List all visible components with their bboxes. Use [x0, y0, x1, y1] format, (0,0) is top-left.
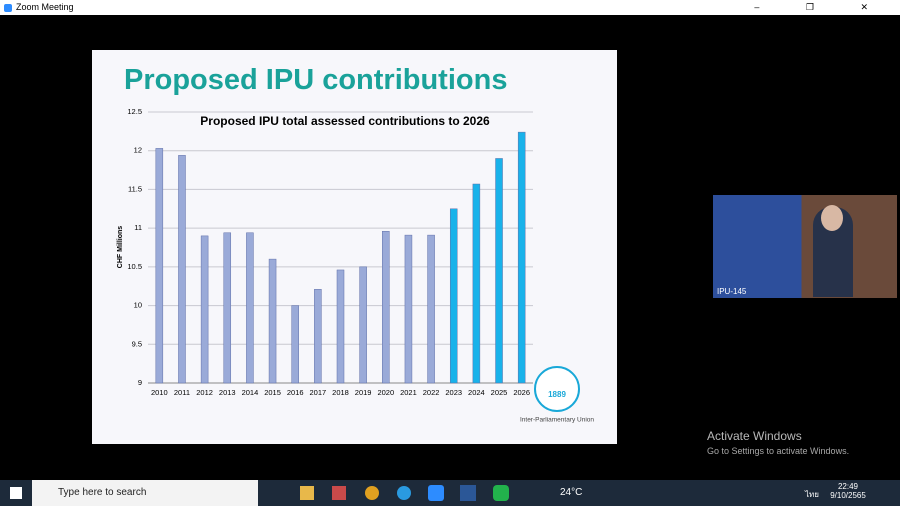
bar [223, 232, 232, 384]
window-title: Zoom Meeting [16, 2, 74, 12]
bar [495, 158, 503, 384]
date: 9/10/2565 [830, 491, 866, 500]
y-tick-label: 11.5 [128, 184, 142, 193]
bar [472, 183, 481, 384]
app-icon[interactable] [332, 486, 346, 500]
participant-name: IPU-145 [717, 287, 747, 296]
logo [534, 366, 580, 412]
x-tick-label: 2015 [264, 388, 281, 397]
bar [404, 234, 413, 384]
bar [200, 235, 209, 384]
y-tick-label: 12.5 [127, 107, 142, 116]
x-tick-label: 2010 [151, 388, 168, 397]
start-button[interactable] [10, 487, 22, 499]
chart-title: Proposed IPU total assessed contribution… [200, 114, 490, 128]
y-tick-label: 10.5 [127, 262, 142, 271]
watermark-title: Activate Windows [707, 429, 802, 443]
search-placeholder: Type here to search [58, 487, 147, 498]
bar [178, 155, 186, 384]
x-tick-label: 2013 [219, 388, 236, 397]
search-box[interactable]: Type here to search [32, 480, 258, 506]
x-tick-label: 2023 [445, 388, 462, 397]
x-tick-label: 2021 [400, 388, 417, 397]
slide-title: Proposed IPU contributions [124, 64, 508, 96]
x-tick-label: 2026 [513, 388, 530, 397]
zoom-icon [4, 3, 12, 12]
logo-caption: Inter-Parliamentary Union [520, 417, 594, 424]
bar [336, 269, 345, 384]
bar [427, 234, 435, 384]
x-tick-label: 2020 [377, 388, 394, 397]
speaker-head [821, 205, 843, 231]
x-tick-label: 2016 [287, 388, 304, 397]
time: 22:49 [837, 482, 859, 491]
bar [382, 230, 390, 384]
watermark-subtitle: Go to Settings to activate Windows. [707, 446, 850, 456]
app-icon[interactable] [300, 486, 314, 500]
y-tick-label: 9.5 [132, 339, 142, 348]
bar [291, 305, 299, 384]
bar [359, 266, 367, 384]
taskbar: Type here to search 24°C ไทย 22:49 9/10/… [0, 480, 900, 506]
y-tick-label: 11 [134, 223, 142, 232]
bar [155, 148, 164, 384]
x-tick-label: 2024 [468, 388, 485, 397]
clock: 22:49 9/10/2565 [830, 482, 866, 500]
app-icon[interactable] [365, 486, 379, 500]
bar [268, 258, 277, 384]
bar [314, 289, 322, 384]
y-tick-label: 12 [134, 146, 142, 155]
language: ไทย [805, 490, 819, 499]
bar [246, 232, 254, 384]
y-tick-label: 9 [138, 378, 142, 387]
app-icon[interactable] [493, 485, 509, 501]
bar [517, 131, 526, 384]
logo-year: 1889 [548, 390, 566, 399]
y-tick-label: 10 [134, 301, 142, 310]
x-tick-label: 2025 [491, 388, 508, 397]
app-icon[interactable] [397, 486, 411, 500]
bar [449, 208, 458, 384]
window-controls[interactable]: – ❐ ✕ [754, 2, 890, 12]
x-tick-label: 2018 [332, 388, 349, 397]
x-tick-label: 2011 [174, 388, 190, 397]
app-icon[interactable] [460, 485, 476, 501]
x-tick-label: 2019 [355, 388, 372, 397]
y-axis-label: CHF Millions [117, 226, 124, 268]
video-tile[interactable]: IPU-145 [713, 195, 897, 298]
title-bar: Zoom Meeting – ❐ ✕ [0, 0, 900, 15]
x-tick-label: 2017 [310, 388, 327, 397]
weather: 24°C [560, 487, 583, 498]
x-tick-label: 2022 [423, 388, 440, 397]
app-icon[interactable] [428, 485, 444, 501]
x-tick-label: 2014 [242, 388, 259, 397]
x-tick-label: 2012 [196, 388, 213, 397]
